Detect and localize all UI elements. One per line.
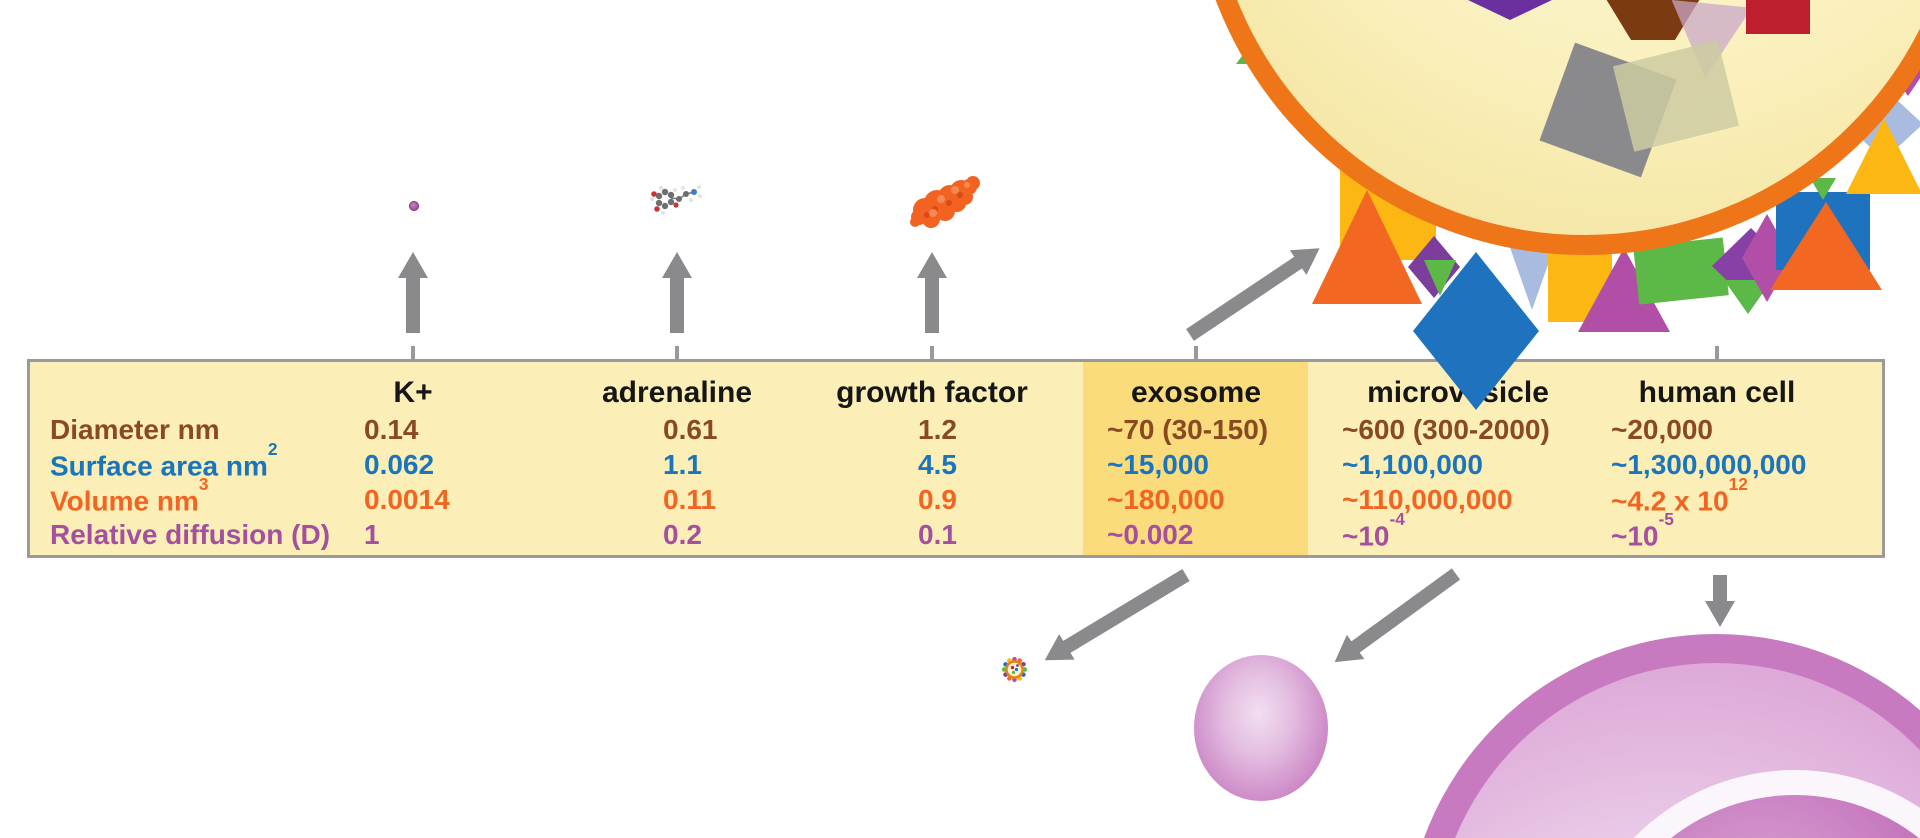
table-cell: 1.1 <box>663 449 702 480</box>
table-cell: 0.0014 <box>364 484 450 515</box>
diagonal-arrow-icon <box>1326 562 1465 674</box>
table-cell: ~1,100,000 <box>1342 449 1483 480</box>
row-label-relative-diffusion: Relative diffusion (D) <box>50 519 331 550</box>
column-tick <box>675 346 679 359</box>
table-cell: ~180,000 <box>1107 484 1225 515</box>
down-arrow-icon <box>1705 575 1735 627</box>
column-header-adrenaline: adrenaline <box>601 376 753 409</box>
diagonal-arrow-icon <box>1037 562 1194 673</box>
row-label-diameter: Diameter nm <box>50 414 220 445</box>
column-tick <box>930 346 934 359</box>
table-cell: 1.2 <box>918 414 957 445</box>
table-cell: ~110,000,000 <box>1342 484 1513 515</box>
table-cell: 0.2 <box>663 519 702 550</box>
table-cell: ~0.002 <box>1107 519 1194 550</box>
table-cell: ~15,000 <box>1107 449 1209 480</box>
table-cell: 0.1 <box>918 519 957 550</box>
table-cell: ~4.2 x 1012 <box>1611 474 1748 517</box>
membrane-protein-shape <box>1746 0 1810 34</box>
exosome-highlight-band <box>1083 362 1308 555</box>
column-header-k: K+ <box>393 376 433 409</box>
column-tick <box>1194 346 1198 359</box>
column-header-growth-factor: growth factor <box>836 376 1028 409</box>
table-cell: ~10-5 <box>1611 509 1674 552</box>
table-cell: ~1,300,000,000 <box>1611 449 1807 480</box>
growth-factor-icon <box>910 176 980 228</box>
table-cell: 1 <box>364 519 380 550</box>
column-tick <box>1715 346 1719 359</box>
table-cell: 4.5 <box>918 449 957 480</box>
table-cell: ~20,000 <box>1611 414 1713 445</box>
up-arrow-icon <box>398 252 428 333</box>
table-cell: 0.14 <box>364 414 419 445</box>
potassium-ion-icon <box>409 201 419 211</box>
column-header-exosome: exosome <box>1130 376 1262 409</box>
up-arrow-icon <box>662 252 692 333</box>
row-label-volume: Volume nm3 <box>50 474 209 517</box>
size-comparison-table: K+ adrenaline growth factor exosome micr… <box>27 359 1885 558</box>
table-cell: 0.11 <box>663 484 716 515</box>
table-cell: 0.9 <box>918 484 957 515</box>
table-cell: 0.61 <box>663 414 718 445</box>
column-header-human-cell: human cell <box>1638 376 1796 409</box>
row-label-surface-area: Surface area nm2 <box>50 439 278 482</box>
adrenaline-molecule-icon <box>649 185 702 215</box>
exosome-small-icon <box>1001 656 1028 683</box>
diagonal-arrow-icon <box>1182 236 1328 348</box>
table-cell: 0.062 <box>364 449 435 480</box>
table-cell: ~600 (300-2000) <box>1342 414 1550 445</box>
up-arrow-icon <box>917 252 947 333</box>
microvesicle-icon <box>1194 655 1328 801</box>
table-cell: ~10-4 <box>1342 509 1405 552</box>
column-tick <box>411 346 415 359</box>
table-cell: ~70 (30-150) <box>1107 414 1269 445</box>
